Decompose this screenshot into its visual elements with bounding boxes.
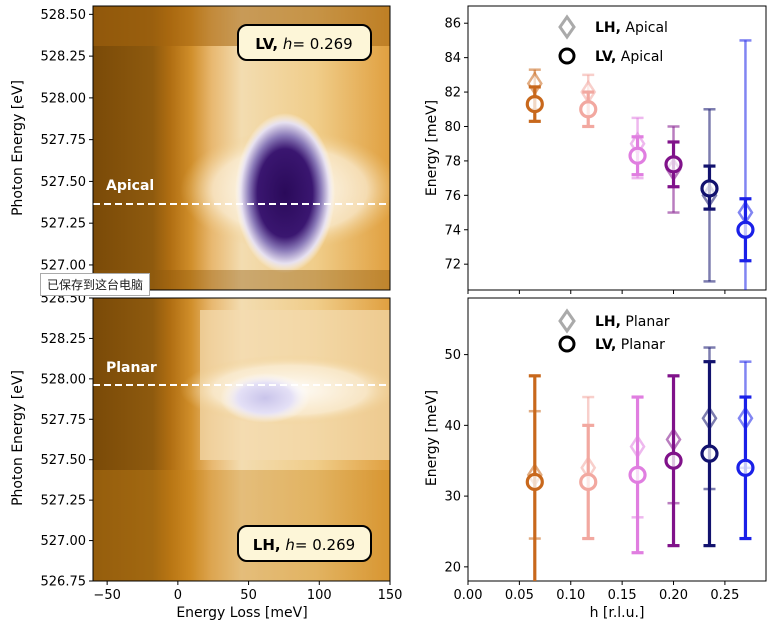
- scatter-apical-y-label: Energy [meV]: [424, 100, 440, 196]
- badge-bottom-box: [237, 525, 372, 562]
- legend-apical-lh-marker: [558, 14, 576, 40]
- planar-scatter-ytick-label-0: 20: [444, 560, 461, 575]
- planar-heatmap-xtick-label-3: 100: [307, 588, 332, 603]
- legend-planar-lv-text: LV, Planar: [595, 337, 665, 353]
- apical-heatmap-ytick-label-5: 528.25: [41, 50, 87, 65]
- heatmap-planar-frame: [92, 297, 391, 582]
- legend-planar-lh-marker: [558, 308, 576, 334]
- apical-scatter-ytick-label-7: 86: [444, 17, 461, 32]
- badge-top: LV, h= 0.269: [237, 24, 372, 61]
- scatter-planar-frame: [467, 297, 767, 582]
- planar-heatmap-ytick-label-0: 526.75: [41, 575, 87, 590]
- heatmap-x-label: Energy Loss [meV]: [176, 605, 307, 621]
- badge-bottom-text: LH, h= 0.269: [253, 536, 355, 554]
- planar-scatter-lv-3-marker: [664, 451, 683, 470]
- heatmap-apical-y-ticks: 527.00 527.25 527.50 527.75 528.00 528.25 528.…: [41, 8, 93, 273]
- planar-line-label: Planar: [106, 360, 157, 376]
- apical-heatmap-ytick-label-6: 528.50: [41, 8, 87, 23]
- legend-planar: LH, Planar LV, Planar: [558, 308, 670, 353]
- apical-scatter-ytick-label-4: 80: [444, 120, 461, 135]
- planar-heatmap-ytick-label-5: 528.00: [41, 372, 87, 387]
- planar-scatter-xtick-label-3: 0.15: [608, 588, 637, 603]
- legend-apical-lh-text: LH, Apical: [595, 20, 668, 36]
- apical-scatter-ytick-label-1: 74: [444, 223, 461, 238]
- planar-scatter-lv-5-marker: [736, 458, 755, 477]
- planar-scatter-ytick-label-1: 30: [444, 490, 461, 505]
- scatter-planar-marks: [525, 346, 755, 581]
- apical-heatmap-ytick-label-0: 527.00: [41, 258, 87, 273]
- apical-scatter-lv-0-marker: [525, 95, 544, 114]
- badge-top-box: [237, 24, 372, 61]
- legend-planar-lv-marker: [558, 335, 576, 353]
- apical-scatter-lv-3-marker: [664, 155, 683, 174]
- apical-scatter-lv-1-marker: [579, 100, 598, 119]
- heatmap-planar-ticks: 526.75 527.00 527.25 527.50 527.75 528.00 528.…: [41, 292, 403, 604]
- apical-heatmap-ytick-label-2: 527.50: [41, 175, 87, 190]
- apical-scatter-lv-4-marker: [700, 179, 719, 198]
- apical-heatmap-ytick-label-1: 527.25: [41, 217, 87, 232]
- planar-scatter-xtick-label-2: 0.10: [556, 588, 585, 603]
- heatmap-apical: Apical LV, h= 0.269 527.00527.25527.5052…: [10, 5, 391, 291]
- heatmap-apical-bottom-band: [93, 270, 390, 290]
- heatmap-planar-y-label: Photon Energy [eV]: [10, 370, 26, 506]
- planar-heatmap-xtick-label-2: 50: [240, 588, 257, 603]
- heatmap-apical-frame: [92, 5, 391, 291]
- planar-scatter-lv-4-marker: [700, 444, 719, 463]
- planar-heatmap-xtick-label-0: −50: [93, 588, 120, 603]
- scatter-apical-ticks: 72 74 76 78 80 82 84 86: [444, 17, 726, 294]
- scatter-planar: 20 30 40 50 0.00 0.05 0.10 0.15 0.20 0.25 LH, Pla…: [424, 297, 767, 621]
- scatter-planar-x-label: h [r.l.u.]: [590, 605, 645, 621]
- scatter-apical-marks: [525, 39, 755, 290]
- legend-apical-lv-text: LV, Apical: [595, 49, 663, 65]
- badge-bottom: LH, h= 0.269: [237, 525, 372, 562]
- planar-heatmap-ytick-label-1: 527.00: [41, 534, 87, 549]
- apical-scatter-ytick-label-3: 78: [444, 154, 461, 169]
- apical-scatter-ytick-label-0: 72: [444, 258, 461, 273]
- planar-heatmap-ytick-label-4: 527.75: [41, 413, 87, 428]
- legend-apical-lv-marker: [558, 47, 576, 65]
- planar-scatter-lv-2-marker: [628, 465, 647, 484]
- scatter-apical-frame: [467, 5, 767, 291]
- badge-top-text: LV, h= 0.269: [255, 35, 352, 53]
- scatter-planar-y-label: Energy [meV]: [424, 390, 440, 486]
- planar-scatter-ytick-label-3: 50: [444, 348, 461, 363]
- apical-heatmap-ytick-label-4: 528.00: [41, 91, 87, 106]
- planar-scatter-xtick-label-5: 0.25: [710, 588, 739, 603]
- planar-heatmap-ytick-label-3: 527.50: [41, 453, 87, 468]
- saved-to-computer-tooltip: 已保存到这台电脑: [40, 273, 151, 296]
- apical-heatmap-ytick-label-3: 527.75: [41, 133, 87, 148]
- planar-scatter-xtick-label-1: 0.05: [505, 588, 534, 603]
- scatter-planar-ticks: 20 30 40 50 0.00 0.05 0.10 0.15 0.20 0.25: [444, 348, 739, 603]
- planar-heatmap-xtick-label-4: 150: [378, 588, 403, 603]
- planar-scatter-xtick-label-4: 0.20: [659, 588, 688, 603]
- legend-planar-lh-text: LH, Planar: [595, 314, 670, 330]
- apical-scatter-ytick-label-6: 84: [444, 51, 461, 66]
- planar-heatmap-ytick-label-2: 527.25: [41, 494, 87, 509]
- apical-scatter-ytick-label-5: 82: [444, 86, 461, 101]
- heatmap-planar: Planar LH, h= 0.269 526.75527.00527.2552…: [10, 292, 402, 622]
- apical-scatter-lv-5-marker: [736, 220, 755, 239]
- apical-line-label: Apical: [106, 178, 154, 194]
- planar-heatmap-xtick-label-1: 0: [174, 588, 182, 603]
- planar-scatter-lv-1-marker: [579, 472, 598, 492]
- legend-apical: LH, Apical LV, Apical: [558, 14, 668, 65]
- apical-scatter-ytick-label-2: 76: [444, 189, 461, 204]
- planar-scatter-xtick-label-0: 0.00: [454, 588, 483, 603]
- heatmap-apical-y-label: Photon Energy [eV]: [10, 80, 26, 216]
- heatmap-apical-intensity-peak: [235, 113, 335, 273]
- planar-heatmap-ytick-label-6: 528.25: [41, 332, 87, 347]
- apical-scatter-lv-2-marker: [628, 146, 647, 165]
- scatter-apical: 72 74 76 78 80 82 84 86 LH, Apical LV, Apical E…: [424, 5, 767, 294]
- heatmap-planar-intensity-peak: [220, 373, 310, 423]
- planar-scatter-lv-0-marker: [525, 472, 544, 492]
- planar-scatter-ytick-label-2: 40: [444, 419, 461, 434]
